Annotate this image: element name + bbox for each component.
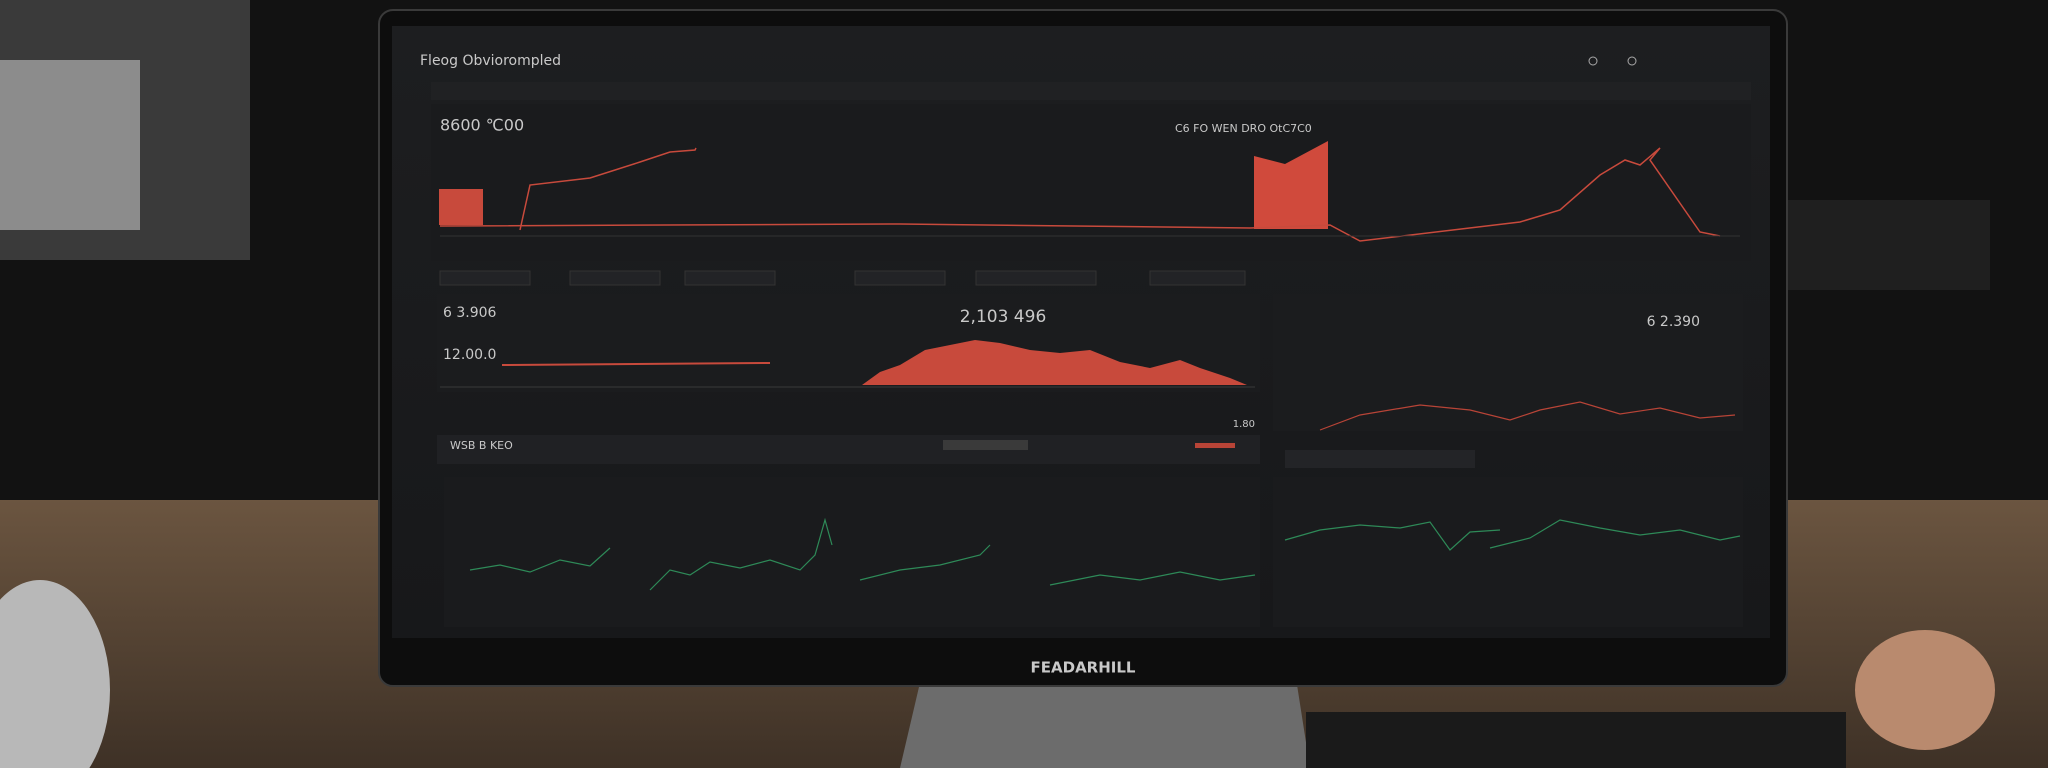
- stat: 12.00.0: [443, 347, 496, 363]
- icon[interactable]: [1627, 56, 1637, 66]
- row: [1285, 450, 1475, 468]
- keyboard: [1306, 712, 1846, 768]
- app-title[interactable]: Fleog Obviorompled: [420, 53, 561, 69]
- chart-bars: [439, 189, 483, 225]
- chart-label: C6 FO WEN DRO OtC7C0: [1175, 122, 1312, 135]
- stat: 1.80: [1233, 419, 1255, 430]
- panel: [431, 104, 1751, 261]
- chart-block: [1254, 141, 1328, 229]
- row-label: WSB B KEO: [450, 439, 513, 452]
- stat: 6 2.390: [1647, 314, 1700, 330]
- chart-line: [501, 362, 771, 366]
- lamp: [0, 580, 110, 768]
- stat: 6 3.906: [443, 305, 497, 321]
- sparklines: [469, 517, 1741, 591]
- shelf: [1780, 200, 1990, 290]
- stat: 8600 ℃00: [440, 116, 524, 135]
- area-chart: [862, 340, 1247, 385]
- panel: [444, 477, 1260, 627]
- row: [437, 435, 1260, 464]
- window-light: [0, 60, 140, 230]
- chart-line: [1319, 401, 1736, 431]
- brand: FEADARHILL: [1031, 659, 1136, 677]
- panel: [1273, 477, 1743, 627]
- stat: 2,103 496: [960, 307, 1047, 327]
- chart-line: [439, 147, 1721, 242]
- filters[interactable]: [439, 270, 1246, 286]
- hand: [1855, 630, 1995, 750]
- panel: [1273, 294, 1743, 431]
- toolbar: [431, 82, 1751, 100]
- row-bar: [1195, 443, 1235, 448]
- row-bar: [943, 440, 1028, 450]
- icon[interactable]: [1588, 56, 1598, 66]
